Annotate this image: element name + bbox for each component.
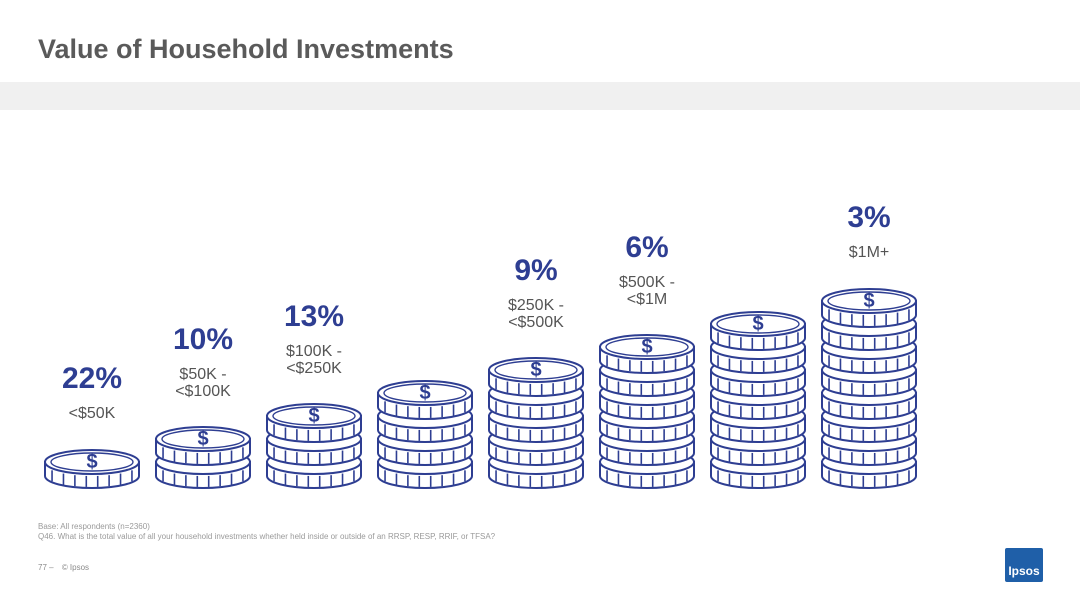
coin: $ — [155, 426, 251, 466]
coin-stack: $ — [266, 403, 362, 489]
dollar-sign-icon: $ — [641, 336, 652, 358]
data-label: 22% — [62, 362, 122, 395]
dollar-sign-icon: $ — [86, 451, 97, 473]
data-label: 6% — [625, 231, 668, 264]
data-label: 13% — [284, 300, 344, 333]
coin-stack: $ — [377, 380, 473, 489]
question-note: Q46. What is the total value of all your… — [38, 532, 496, 541]
coin: $ — [710, 311, 806, 351]
coin-stack: $ — [488, 357, 584, 489]
copyright: © Ipsos — [61, 563, 90, 572]
coin-stack: $ — [821, 288, 917, 489]
coin-stack: $ — [599, 334, 695, 489]
dollar-sign-icon: $ — [419, 382, 430, 404]
coin: $ — [488, 357, 584, 397]
dollar-sign-icon: $ — [863, 290, 874, 312]
coin: $ — [266, 403, 362, 443]
coin: $ — [377, 380, 473, 420]
dollar-sign-icon: $ — [197, 428, 208, 450]
page-number: 77 – — [38, 563, 54, 572]
category-label: <$50K — [69, 405, 116, 422]
category-label: $100K - — [286, 343, 342, 360]
coin: $ — [821, 288, 917, 328]
category-label: $1M+ — [849, 244, 889, 261]
category-label: <$500K — [508, 314, 564, 331]
coin: $ — [599, 334, 695, 374]
dollar-sign-icon: $ — [308, 405, 319, 427]
header-band — [0, 82, 1080, 110]
category-label: $50K - — [179, 366, 226, 383]
dollar-sign-icon: $ — [530, 359, 541, 381]
coin-stack: $ — [155, 426, 251, 489]
category-label: <$1M — [627, 291, 667, 308]
data-label: 3% — [847, 201, 890, 234]
base-note: Base: All respondents (n=2360) — [38, 522, 150, 531]
dollar-sign-icon: $ — [752, 313, 763, 335]
category-label: $250K - — [508, 297, 564, 314]
category-label: <$100K — [175, 383, 231, 400]
data-label: 10% — [173, 323, 233, 356]
page-footer: 77 – © Ipsos — [38, 563, 95, 572]
ipsos-logo: Ipsos — [1005, 548, 1043, 582]
page-title: Value of Household Investments — [38, 34, 454, 64]
data-label: 9% — [514, 254, 557, 287]
coin: $ — [44, 449, 140, 489]
coin-stack: $ — [710, 311, 806, 489]
category-label: $500K - — [619, 274, 675, 291]
coin-stack: $ — [44, 449, 140, 489]
category-label: <$250K — [286, 360, 342, 377]
